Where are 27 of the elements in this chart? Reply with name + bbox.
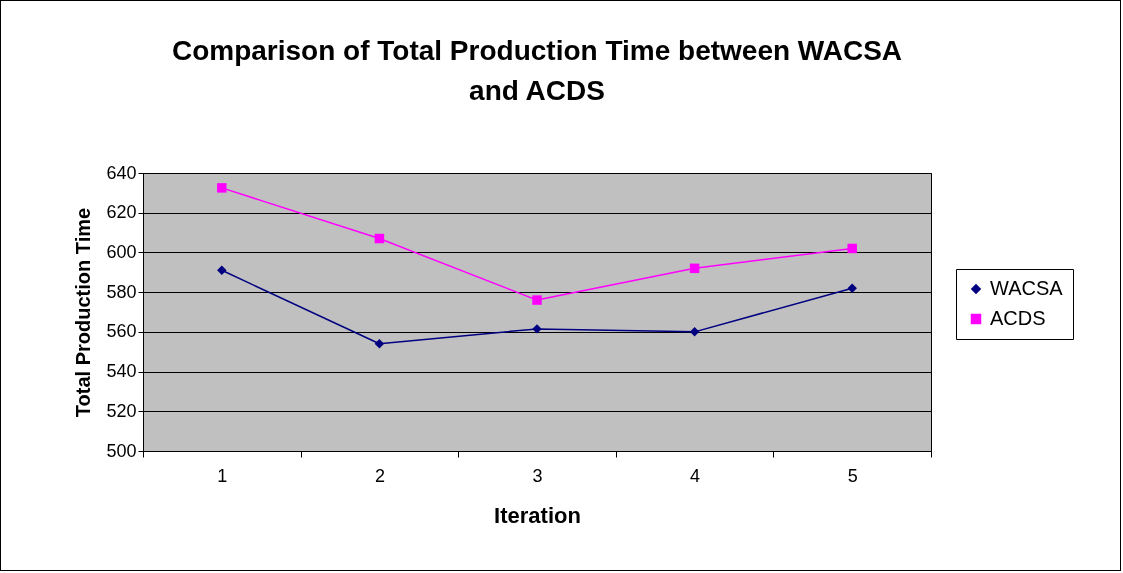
legend-label: ACDS <box>990 307 1046 329</box>
point <box>217 183 227 193</box>
x-tick-label: 1 <box>217 465 228 486</box>
x-tick-label: 5 <box>847 465 858 486</box>
y-axis-title: Total Production Time <box>72 207 95 418</box>
y-tick-label: 640 <box>106 162 137 183</box>
point <box>689 327 700 337</box>
y-tick-label: 620 <box>106 202 137 223</box>
point <box>847 283 857 293</box>
point <box>374 233 385 244</box>
y-tick-label: 540 <box>106 361 137 382</box>
y-tick-label: 600 <box>106 241 137 262</box>
point <box>689 263 700 274</box>
x-tick-label: 4 <box>690 465 701 486</box>
y-tick-label: 500 <box>106 440 137 461</box>
legend-label: WACSA <box>990 277 1064 299</box>
point <box>374 339 385 349</box>
y-tick-label: 520 <box>106 400 137 421</box>
x-axis-title: Iteration <box>494 502 581 528</box>
y-tick-label: 580 <box>106 281 137 302</box>
chart-title: Comparison of Total Production Time between WACSA and ACDS <box>171 35 903 106</box>
x-tick-label: 3 <box>532 465 543 486</box>
point <box>847 243 857 254</box>
point <box>217 265 227 276</box>
y-tick-label: 560 <box>106 321 137 342</box>
point <box>532 295 542 305</box>
x-tick-label: 2 <box>374 465 385 486</box>
